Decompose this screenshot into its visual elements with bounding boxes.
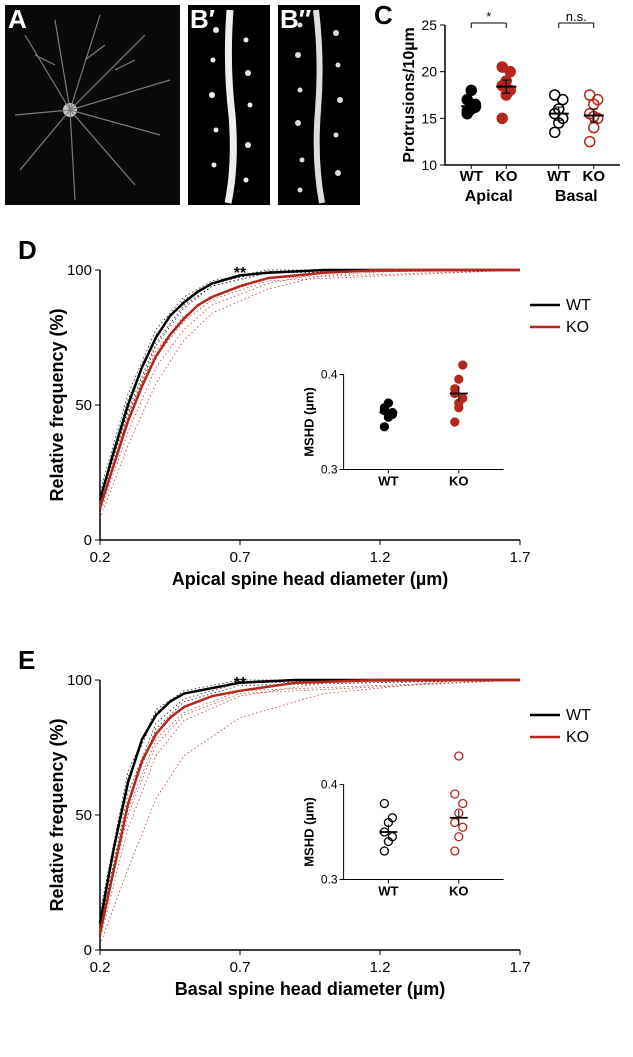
svg-text:**: ** <box>234 675 247 692</box>
svg-text:50: 50 <box>75 807 92 824</box>
chart-e: 0 50 100 0.2 0.7 1.2 1.7 Relative frequency (%)… <box>45 665 605 1005</box>
svg-text:0.3: 0.3 <box>321 463 338 477</box>
svg-text:0.2: 0.2 <box>90 549 111 566</box>
svg-text:0.2: 0.2 <box>90 959 111 976</box>
svg-text:Apical spine head diameter (µm: Apical spine head diameter (µm) <box>172 569 448 589</box>
svg-text:15: 15 <box>421 110 437 126</box>
svg-text:1.7: 1.7 <box>510 549 531 566</box>
svg-text:Relative frequency (%): Relative frequency (%) <box>47 718 67 911</box>
svg-text:25: 25 <box>421 17 437 33</box>
svg-text:Basal: Basal <box>555 188 598 205</box>
svg-text:100: 100 <box>67 672 92 689</box>
svg-text:100: 100 <box>67 262 92 279</box>
svg-text:**: ** <box>234 265 247 282</box>
svg-text:Relative frequency (%): Relative frequency (%) <box>47 308 67 501</box>
svg-text:WT: WT <box>566 707 591 724</box>
label-bp: B′ <box>190 4 215 35</box>
svg-text:0.4: 0.4 <box>321 368 338 382</box>
label-e: E <box>18 645 35 676</box>
svg-text:KO: KO <box>566 729 589 746</box>
svg-text:1.7: 1.7 <box>510 959 531 976</box>
svg-text:KO: KO <box>449 474 469 489</box>
svg-text:0: 0 <box>84 532 92 549</box>
svg-text:WT: WT <box>378 884 398 899</box>
svg-text:KO: KO <box>583 168 606 185</box>
svg-text:0.3: 0.3 <box>321 873 338 887</box>
label-a: A <box>8 4 27 35</box>
micrograph-bpp <box>278 5 360 205</box>
chart-d: 0 50 100 0.2 0.7 1.2 1.7 Relative frequency (%)… <box>45 255 605 595</box>
svg-text:MSHD (µm): MSHD (µm) <box>302 387 317 457</box>
svg-text:KO: KO <box>495 168 518 185</box>
svg-text:1.2: 1.2 <box>370 549 391 566</box>
dendrite-icon <box>188 5 270 205</box>
micrograph-bp <box>188 5 270 205</box>
svg-text:n.s.: n.s. <box>566 10 587 24</box>
label-bpp: B′′ <box>280 4 311 35</box>
svg-text:KO: KO <box>449 884 469 899</box>
svg-text:MSHD (µm): MSHD (µm) <box>302 797 317 867</box>
svg-text:WT: WT <box>547 168 570 185</box>
svg-text:0.4: 0.4 <box>321 778 338 792</box>
svg-text:1.2: 1.2 <box>370 959 391 976</box>
dendrite-icon <box>278 5 360 205</box>
svg-text:Protrusions/10µm: Protrusions/10µm <box>401 27 418 162</box>
svg-text:*: * <box>486 10 491 24</box>
svg-text:WT: WT <box>378 474 398 489</box>
svg-text:50: 50 <box>75 397 92 414</box>
neuron-icon <box>5 5 180 205</box>
svg-text:10: 10 <box>421 157 437 173</box>
svg-text:WT: WT <box>460 168 483 185</box>
svg-text:0.7: 0.7 <box>230 549 251 566</box>
figure-root: A B′ <box>0 0 633 1057</box>
svg-text:0: 0 <box>84 942 92 959</box>
svg-text:Basal spine head diameter (µm): Basal spine head diameter (µm) <box>175 979 445 999</box>
svg-text:WT: WT <box>566 297 591 314</box>
svg-text:0.7: 0.7 <box>230 959 251 976</box>
svg-text:20: 20 <box>421 64 437 80</box>
svg-text:KO: KO <box>566 319 589 336</box>
svg-text:Apical: Apical <box>465 188 513 205</box>
micrograph-a <box>5 5 180 205</box>
label-c: C <box>374 0 393 31</box>
label-d: D <box>18 235 37 266</box>
chart-c: 10 15 20 25Protrusions/10µm WT KO WT KO * n.s. Api… <box>400 10 625 215</box>
